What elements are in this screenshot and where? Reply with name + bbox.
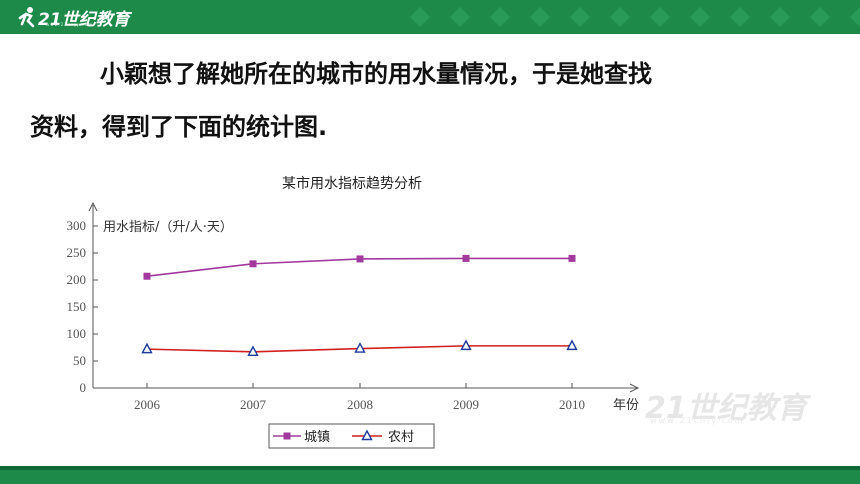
data-point-rural <box>566 339 578 351</box>
intro-line-2: 资料，得到了下面的统计图. <box>30 113 328 141</box>
logo-subtext: www.21cnjy.com <box>46 22 94 27</box>
x-tick-label: 2010 <box>559 397 585 412</box>
watermark-subtext: www.21cnjy.com <box>650 416 745 425</box>
y-axis-label: 用水指标/（升/人·天） <box>103 220 233 235</box>
watermark-logo: 21世纪教育 <box>645 391 807 426</box>
intro-text: 小颖想了解她所在的城市的用水量情况，于是她查找 资料，得到了下面的统计图. <box>30 48 810 154</box>
data-point-urban <box>462 254 470 262</box>
data-point-rural <box>354 342 366 353</box>
logo: 21世纪教育 <box>16 5 130 30</box>
data-point-rural <box>247 345 259 357</box>
logo-text: 21世纪教育 <box>38 9 130 30</box>
x-tick-label: 2007 <box>240 397 267 412</box>
data-point-urban <box>143 272 151 280</box>
y-tick-label: 300 <box>67 218 87 233</box>
y-tick-label: 150 <box>67 299 87 314</box>
x-axis-arrow <box>629 383 640 393</box>
y-tick-label: 200 <box>67 272 87 287</box>
footer-bar <box>0 470 860 484</box>
data-point-urban <box>568 254 576 262</box>
y-axis-arrow <box>88 201 98 212</box>
y-tick-label: 0 <box>80 380 87 395</box>
x-tick-label: 2008 <box>347 397 373 412</box>
legend-label-rural: 农村 <box>388 430 414 445</box>
y-tick-label: 50 <box>73 353 86 368</box>
intro-line-1: 小颖想了解她所在的城市的用水量情况，于是她查找 <box>100 60 652 88</box>
x-axis-label: 年份 <box>613 398 639 413</box>
data-point-urban <box>249 260 257 268</box>
data-point-urban <box>356 255 364 263</box>
y-tick-label: 250 <box>67 245 87 260</box>
data-point-rural <box>141 342 153 354</box>
legend-marker-rural <box>361 429 373 441</box>
legend-label-urban: 城镇 <box>304 430 330 445</box>
runner-icon <box>18 7 35 28</box>
x-tick-label: 2009 <box>453 397 479 412</box>
footer-accent <box>0 466 860 470</box>
header-pattern <box>410 7 860 27</box>
x-tick-label: 2006 <box>134 397 161 412</box>
header-bar: 21世纪教育 www.21cnjy.com <box>0 0 860 34</box>
data-point-rural <box>460 339 472 351</box>
chart-title: 某市用水指标趋势分析 <box>282 175 422 192</box>
y-tick-label: 100 <box>67 326 87 341</box>
legend-marker-urban <box>283 432 291 440</box>
